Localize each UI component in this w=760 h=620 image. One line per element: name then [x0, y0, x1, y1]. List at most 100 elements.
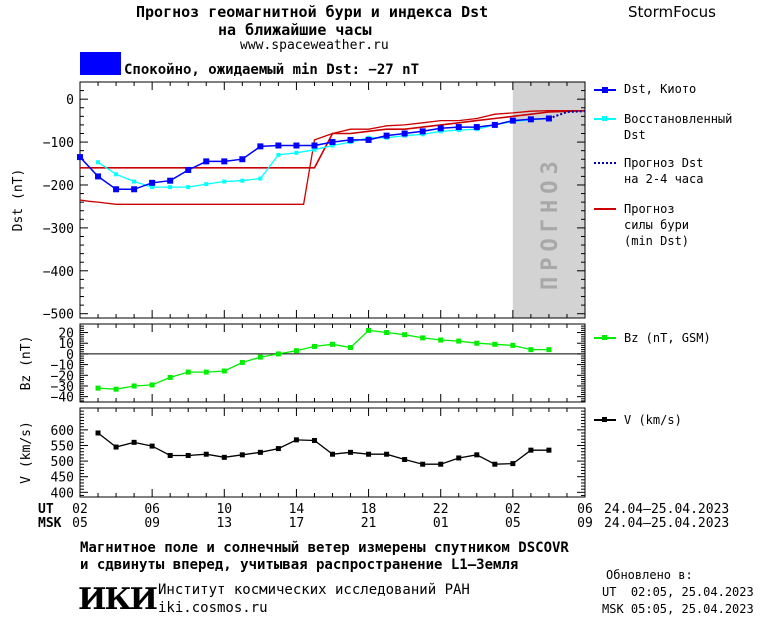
- bz-line-point: [366, 327, 372, 333]
- velocity-line-point: [474, 452, 480, 458]
- legend-forecast-label2: на 2-4 часа: [624, 172, 704, 186]
- bz-line-point: [492, 341, 498, 347]
- bz-line-point: [239, 359, 245, 365]
- dst-y-tick-label: −400: [43, 265, 74, 280]
- bz-y-tick-label: −30: [51, 380, 74, 395]
- bz-line-point: [510, 342, 516, 348]
- page-title-line1: Прогноз геомагнитной бури и индекса Dst: [136, 3, 489, 21]
- bz-y-axis-label: Bz (nT): [19, 336, 34, 391]
- dst-y-tick-label: −200: [43, 179, 74, 194]
- legend-storm-label1: Прогноз: [624, 202, 675, 216]
- velocity-line-point: [420, 461, 426, 467]
- msk-tick-label: 01: [433, 516, 449, 531]
- v-y-axis-label: V (km/s): [19, 421, 34, 484]
- ut-axis-label: UT: [38, 502, 54, 517]
- updated-ut: UT 02:05, 25.04.2023: [602, 585, 754, 599]
- dst-kyoto-line-point: [113, 186, 120, 193]
- msk-date-range: 24.04–25.04.2023: [604, 516, 730, 531]
- velocity-line-point: [492, 461, 498, 467]
- legend-storm-swatch: [594, 208, 616, 210]
- dst-kyoto-line-point: [401, 130, 408, 137]
- msk-tick-label: 21: [361, 516, 377, 531]
- bz-line-point: [438, 337, 444, 343]
- restored-dst-line-point: [132, 179, 137, 184]
- dst-kyoto-line-point: [509, 117, 516, 124]
- msk-axis-label: MSK: [38, 516, 62, 531]
- bz-line-point: [384, 330, 390, 336]
- bz-line-point: [330, 341, 335, 347]
- dst-y-axis-label: Dst (nT): [11, 169, 26, 232]
- bz-line-point: [528, 347, 534, 353]
- v-y-tick-label: 550: [51, 439, 74, 454]
- legend-restored-label2: Dst: [624, 128, 646, 142]
- ut-tick-label: 18: [361, 502, 377, 517]
- msk-tick-label: 09: [577, 516, 593, 531]
- bz-line-point: [131, 383, 137, 389]
- velocity-line-point: [384, 451, 390, 457]
- bz-y-tick-label: −40: [51, 391, 74, 406]
- msk-tick-label: 05: [72, 516, 88, 531]
- dst-kyoto-line-point: [383, 132, 390, 139]
- dst-kyoto-line-point: [437, 125, 444, 132]
- storm-forecast-lower-line: [79, 110, 585, 205]
- restored-dst-line-point: [168, 185, 173, 190]
- legend-restored-label1: Восстановленный: [624, 112, 733, 126]
- brand-name: StormFocus: [628, 3, 716, 21]
- bz-line-point: [293, 348, 299, 354]
- restored-dst-line-point: [96, 160, 101, 165]
- restored-dst-line-point: [204, 182, 209, 187]
- bz-line-point: [474, 340, 480, 346]
- velocity-line: [97, 432, 549, 465]
- institute-site[interactable]: iki.cosmos.ru: [158, 600, 268, 616]
- bz-line-point: [546, 347, 552, 353]
- legend-restored-marker: [602, 116, 607, 121]
- restored-dst-line-point: [294, 150, 299, 155]
- msk-tick-label: 13: [216, 516, 232, 531]
- bz-y-tick-label: 10: [58, 337, 74, 352]
- dst-y-tick-label: −300: [43, 222, 74, 237]
- legend-dst-label: Dst, Киото: [624, 82, 697, 96]
- restored-dst-line-point: [150, 185, 155, 190]
- legend-forecast-swatch: [594, 162, 616, 164]
- v-y-tick-label: 400: [51, 486, 74, 501]
- dst-kyoto-line-point: [275, 142, 282, 149]
- forecast-band-label: ПРОГНОЗ: [538, 155, 563, 290]
- website-link[interactable]: www.spaceweather.ru: [240, 38, 389, 53]
- bz-line-point: [275, 351, 281, 357]
- velocity-line-point: [113, 444, 119, 450]
- velocity-line-point: [221, 454, 227, 460]
- dst-kyoto-line-point: [239, 156, 246, 163]
- velocity-line-point: [311, 437, 317, 443]
- bz-line-point: [221, 368, 227, 374]
- dst-y-tick-label: −100: [43, 136, 74, 151]
- dst-y-tick-label: −500: [43, 308, 74, 323]
- dst-kyoto-line-point: [257, 143, 264, 150]
- legend-v-marker: [602, 417, 607, 422]
- ut-tick-label: 06: [144, 502, 160, 517]
- bz-line-point: [456, 338, 462, 344]
- status-text: Спокойно, ожидаемый min Dst: −27 nT: [124, 62, 420, 78]
- updated-label: Обновлено в:: [606, 568, 693, 582]
- dst-kyoto-line-point: [455, 124, 462, 131]
- legend: Dst, Киото Восстановленный Dst Прогноз D…: [590, 78, 760, 438]
- dst-kyoto-line-point: [131, 186, 138, 193]
- velocity-line-point: [275, 446, 281, 452]
- dst-kyoto-line-point: [311, 142, 318, 149]
- dst-y-tick-label: 0: [66, 93, 74, 108]
- legend-dst-marker: [602, 87, 608, 93]
- dst-kyoto-line-point: [527, 116, 534, 123]
- ut-tick-label: 10: [216, 502, 232, 517]
- bz-y-tick-label: 20: [58, 327, 74, 342]
- dst-kyoto-line-point: [167, 177, 174, 184]
- velocity-line-point: [95, 430, 101, 436]
- bz-line-point: [95, 385, 101, 391]
- ut-tick-label: 06: [577, 502, 593, 517]
- ut-tick-label: 02: [505, 502, 521, 517]
- status-indicator: [80, 52, 121, 75]
- bz-line-point: [185, 369, 191, 375]
- velocity-line-point: [185, 452, 191, 458]
- bz-y-tick-label: 0: [66, 348, 74, 363]
- bz-line-point: [348, 345, 354, 351]
- iki-logo: ИКИ: [78, 582, 158, 617]
- dst-kyoto-line-point: [347, 136, 354, 143]
